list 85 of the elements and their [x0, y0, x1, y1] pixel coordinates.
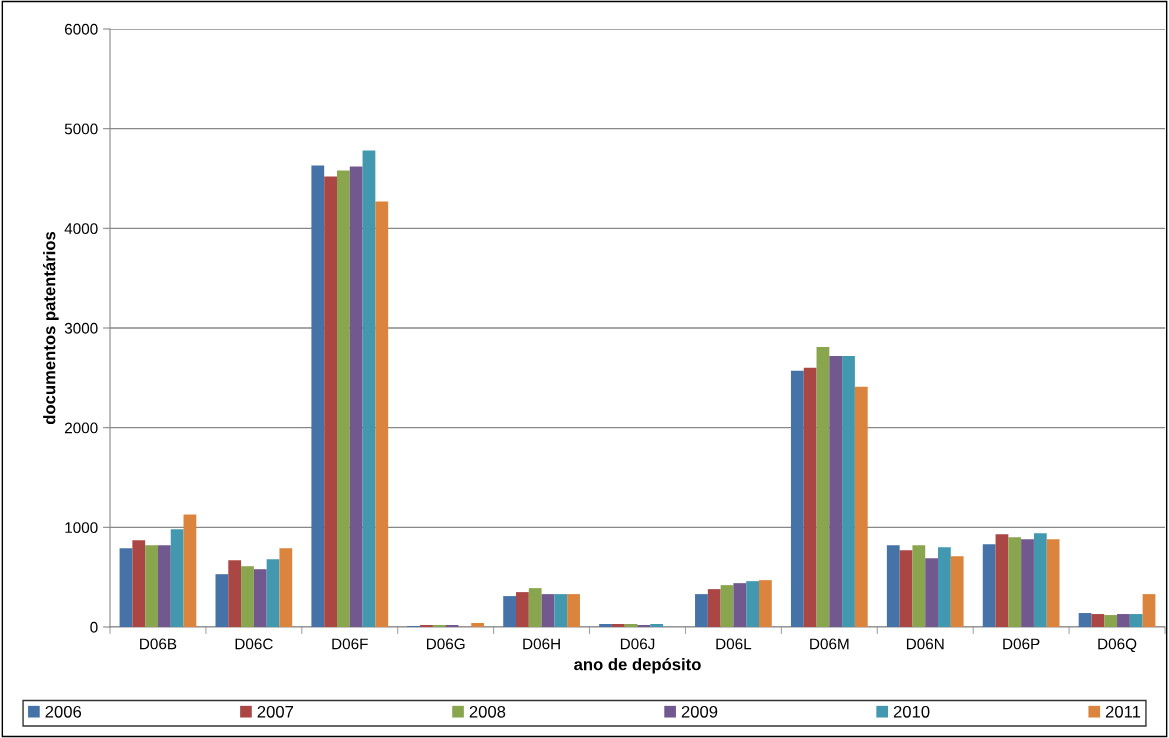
x-tick-label: D06N — [906, 638, 944, 650]
bar — [1104, 615, 1118, 627]
bar — [1142, 594, 1156, 627]
bar — [829, 355, 843, 627]
bar — [899, 550, 913, 627]
bar — [567, 594, 580, 627]
bar — [503, 596, 517, 627]
bar — [790, 370, 804, 627]
bar — [145, 545, 158, 627]
bar — [119, 548, 133, 627]
y-tick-label: 4000 — [64, 223, 98, 235]
bar — [170, 529, 184, 627]
x-tick-label: D06H — [523, 638, 560, 650]
bar — [1117, 614, 1130, 627]
bar — [912, 545, 926, 627]
bar — [1129, 614, 1143, 627]
bar — [215, 574, 229, 627]
x-tick-label: D06Q — [1098, 638, 1137, 653]
x-tick-label: D06C — [235, 638, 273, 650]
bar — [650, 624, 664, 627]
bar — [695, 594, 708, 627]
y-tick-label: 3000 — [64, 322, 98, 334]
bar — [1021, 539, 1034, 627]
x-tick-label: D06J — [620, 638, 655, 650]
bar — [362, 150, 376, 627]
bar — [816, 346, 830, 627]
legend-label: 2009 — [681, 705, 718, 718]
bar — [253, 569, 267, 627]
bar — [803, 367, 817, 627]
bar — [311, 165, 325, 627]
y-tick-label: 5000 — [64, 123, 98, 135]
legend-label: 2010 — [893, 705, 930, 718]
bar — [541, 594, 555, 627]
bar — [720, 585, 734, 627]
x-tick-label: D06L — [716, 638, 752, 650]
bar — [1091, 614, 1105, 627]
bar — [375, 201, 389, 627]
legend-label: 2007 — [257, 705, 294, 718]
bar — [1078, 613, 1092, 627]
bar — [471, 623, 485, 627]
bar — [1033, 533, 1047, 627]
y-tick-label: 2000 — [64, 422, 98, 434]
x-tick-label: D06G — [426, 638, 465, 650]
bar — [886, 545, 900, 627]
x-tick-label: D06F — [332, 638, 368, 650]
bar — [528, 588, 542, 627]
bar — [950, 556, 964, 627]
bar — [183, 514, 197, 627]
bar — [854, 386, 868, 627]
bar — [746, 581, 759, 627]
y-tick-label: 6000 — [64, 23, 98, 35]
x-tick-label: D06B — [140, 638, 177, 650]
x-axis-title: ano de depósito — [574, 657, 701, 674]
legend-label: 2008 — [469, 705, 506, 718]
legend-label: 2006 — [45, 705, 82, 718]
bar — [599, 624, 612, 627]
bar — [842, 355, 855, 627]
bar — [758, 580, 772, 627]
bar — [349, 166, 363, 627]
bar — [995, 534, 1009, 627]
bar — [925, 558, 939, 627]
bar — [1046, 539, 1060, 627]
y-tick-label: 0 — [90, 621, 98, 633]
bar — [733, 583, 747, 627]
bar — [228, 560, 242, 627]
bar — [611, 624, 625, 627]
bar — [1008, 537, 1022, 627]
bar — [554, 594, 568, 627]
bar — [132, 540, 146, 627]
bar — [982, 544, 996, 627]
bar — [241, 566, 254, 627]
bar — [266, 559, 280, 627]
bar — [516, 592, 529, 627]
bar — [324, 176, 337, 627]
bar — [336, 170, 350, 627]
x-tick-label: D06P — [1003, 638, 1040, 650]
x-tick-label: D06M — [810, 638, 849, 650]
bar — [707, 589, 721, 627]
bar — [624, 624, 638, 627]
bar — [279, 548, 293, 627]
y-axis-title: documentos patentários — [42, 231, 59, 425]
y-tick-label: 1000 — [65, 522, 98, 534]
legend-label: 2011 — [1105, 705, 1141, 718]
bar — [157, 545, 171, 627]
bar — [938, 547, 951, 627]
